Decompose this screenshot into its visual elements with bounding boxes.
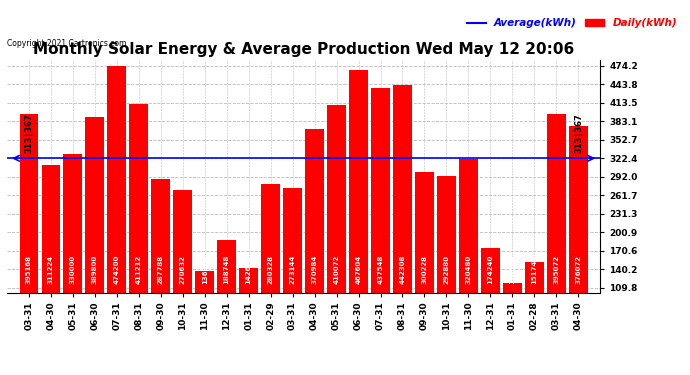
Bar <box>173 190 192 354</box>
Text: 376072: 376072 <box>575 255 581 285</box>
Bar <box>459 159 477 354</box>
Bar <box>393 86 412 354</box>
Text: 287788: 287788 <box>158 255 164 285</box>
Bar <box>86 117 104 354</box>
Bar <box>569 126 588 354</box>
Bar <box>327 105 346 354</box>
Text: 151744: 151744 <box>531 255 538 285</box>
Bar <box>262 184 280 354</box>
Text: 174240: 174240 <box>487 255 493 285</box>
Bar <box>349 70 368 354</box>
Text: 313│367: 313│367 <box>573 114 583 153</box>
Legend: Average(kWh), Daily(kWh): Average(kWh), Daily(kWh) <box>463 14 681 32</box>
Text: 437548: 437548 <box>377 255 384 285</box>
Title: Monthly Solar Energy & Average Production Wed May 12 20:06: Monthly Solar Energy & Average Productio… <box>33 42 574 57</box>
Bar <box>108 66 126 354</box>
Bar <box>239 268 258 354</box>
Bar <box>130 104 148 354</box>
Text: 273144: 273144 <box>290 255 295 285</box>
Text: 442308: 442308 <box>400 255 406 285</box>
Bar <box>481 248 500 354</box>
Text: 292880: 292880 <box>444 255 449 285</box>
Text: 142692: 142692 <box>246 255 252 285</box>
Text: 411212: 411212 <box>136 255 141 285</box>
Bar <box>305 129 324 354</box>
Bar <box>284 188 302 354</box>
Bar <box>503 283 522 354</box>
Bar <box>547 114 566 354</box>
Bar <box>195 272 214 354</box>
Text: 395072: 395072 <box>553 255 560 285</box>
Text: 311224: 311224 <box>48 255 54 285</box>
Text: 270632: 270632 <box>179 256 186 285</box>
Text: 188748: 188748 <box>224 255 230 285</box>
Bar <box>19 114 38 354</box>
Bar <box>217 240 236 354</box>
Text: 116984: 116984 <box>509 255 515 285</box>
Text: 370984: 370984 <box>312 255 317 285</box>
Text: Copyright 2021 Cartronics.com: Copyright 2021 Cartronics.com <box>7 39 126 48</box>
Text: 389800: 389800 <box>92 255 98 285</box>
Bar <box>63 154 82 354</box>
Text: 320480: 320480 <box>466 255 471 285</box>
Text: 313│367: 313│367 <box>24 114 34 153</box>
Text: 467604: 467604 <box>355 255 362 285</box>
Bar <box>415 172 434 354</box>
Text: 474200: 474200 <box>114 255 120 285</box>
Text: 136384: 136384 <box>201 255 208 285</box>
Text: 410072: 410072 <box>333 255 339 285</box>
Bar <box>41 165 60 354</box>
Text: 330000: 330000 <box>70 255 76 285</box>
Text: 280328: 280328 <box>268 255 274 285</box>
Bar <box>151 179 170 354</box>
Bar <box>371 88 390 354</box>
Text: 300228: 300228 <box>422 255 428 285</box>
Text: 395168: 395168 <box>26 255 32 285</box>
Bar <box>525 262 544 354</box>
Bar <box>437 176 456 354</box>
